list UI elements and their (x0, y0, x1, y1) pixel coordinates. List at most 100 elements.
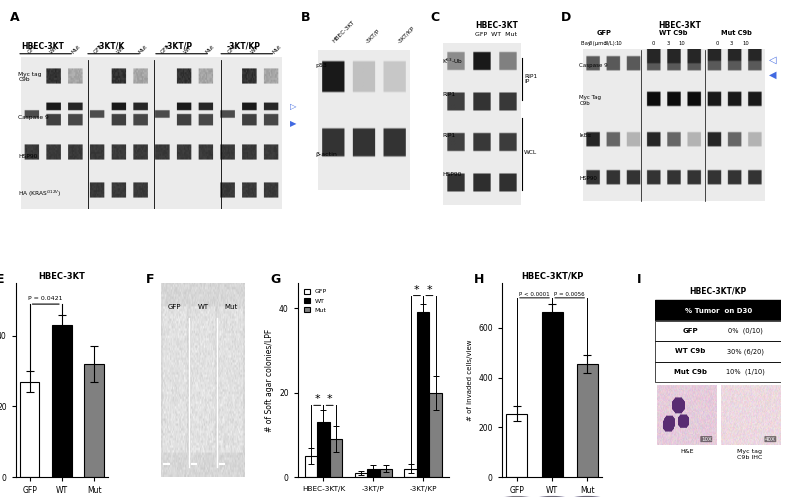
Text: D: D (561, 11, 571, 24)
Text: Caspase 9: Caspase 9 (579, 63, 608, 68)
Text: *: * (314, 394, 320, 404)
Text: 3: 3 (730, 41, 733, 46)
Text: GFP  WT  Mut: GFP WT Mut (475, 32, 518, 37)
Text: *: * (327, 394, 332, 404)
Text: WT: WT (249, 45, 260, 55)
Text: K$^{63}$-Ub: K$^{63}$-Ub (442, 57, 463, 66)
Text: ▶: ▶ (290, 119, 297, 128)
Text: HSP90: HSP90 (18, 154, 38, 159)
Text: HSP90: HSP90 (442, 171, 462, 176)
Text: WT C9b: WT C9b (659, 30, 687, 36)
Bar (305, 456, 317, 477)
Text: GFP: GFP (93, 44, 104, 55)
Text: Bay (μmol/L):: Bay (μmol/L): (581, 41, 617, 46)
Text: -3KT/KP: -3KT/KP (397, 25, 416, 44)
Bar (656, 362, 781, 382)
Text: HSP90: HSP90 (579, 175, 597, 180)
Text: H: H (473, 273, 484, 286)
Text: IκBα: IκBα (579, 133, 592, 138)
Text: F: F (146, 273, 155, 286)
Bar (330, 439, 342, 477)
Bar (656, 321, 781, 341)
Text: β-actin: β-actin (316, 152, 337, 157)
Text: -3KT/KP: -3KT/KP (227, 42, 261, 51)
Text: WT: WT (116, 45, 126, 55)
Bar (429, 393, 442, 477)
Text: H&E: H&E (680, 449, 694, 454)
Bar (354, 473, 367, 477)
Text: -3KT/K: -3KT/K (97, 42, 125, 51)
Text: GFP: GFP (682, 328, 698, 334)
Text: p53: p53 (316, 63, 327, 68)
Text: -3KT/P: -3KT/P (365, 27, 381, 44)
Text: *: * (427, 285, 432, 295)
Y-axis label: # of invaded cells/view: # of invaded cells/view (466, 339, 473, 421)
Title: HBEC-3KT: HBEC-3KT (39, 272, 85, 281)
Text: 10: 10 (679, 41, 686, 46)
Text: 0: 0 (652, 41, 656, 46)
Bar (317, 422, 330, 477)
Text: WT: WT (197, 304, 208, 310)
Text: G: G (271, 273, 281, 286)
Text: P < 0.0001: P < 0.0001 (519, 292, 550, 297)
Bar (20, 382, 39, 477)
Title: HBEC-3KT/KP: HBEC-3KT/KP (521, 272, 583, 281)
Text: P = 0.0056: P = 0.0056 (555, 292, 585, 297)
Text: Mut: Mut (271, 44, 282, 55)
Text: RIP1: RIP1 (442, 133, 455, 138)
Bar (656, 321, 781, 341)
Text: % Tumor  on D30: % Tumor on D30 (685, 308, 752, 314)
Text: ◀: ◀ (768, 70, 776, 80)
Text: Myc tag
C9b IHC: Myc tag C9b IHC (737, 449, 762, 460)
Text: GFP: GFP (27, 44, 38, 55)
Text: 10: 10 (742, 41, 749, 46)
Bar (541, 312, 563, 477)
Bar (656, 341, 781, 362)
Text: GFP: GFP (596, 30, 611, 36)
Text: Mut: Mut (138, 44, 148, 55)
Text: GFP: GFP (226, 44, 237, 55)
Text: Caspase 9: Caspase 9 (18, 115, 49, 120)
Bar (380, 469, 392, 477)
Bar (405, 469, 417, 477)
Text: B: B (301, 11, 311, 24)
Text: Mut: Mut (225, 304, 238, 310)
Text: 30% (6/20): 30% (6/20) (727, 348, 765, 355)
Text: WCL: WCL (524, 150, 537, 155)
Legend: GFP, WT, Mut: GFP, WT, Mut (301, 286, 329, 315)
Text: C: C (430, 11, 439, 24)
Bar (656, 362, 781, 382)
Bar (417, 313, 429, 477)
Text: GFP: GFP (160, 44, 171, 55)
Text: 3: 3 (667, 41, 670, 46)
Y-axis label: # of Soft agar colonies/LPF: # of Soft agar colonies/LPF (264, 329, 274, 431)
Bar (84, 364, 104, 477)
Text: P = 0.0421: P = 0.0421 (28, 296, 63, 301)
Text: RIP1
IP: RIP1 IP (524, 74, 537, 84)
Bar (577, 364, 598, 477)
Text: HBEC-3KT: HBEC-3KT (475, 21, 518, 30)
Text: 0%  (0/10): 0% (0/10) (728, 328, 764, 334)
Text: WT: WT (183, 45, 193, 55)
Text: Mut C9b: Mut C9b (674, 369, 707, 375)
Text: -3KT/P: -3KT/P (165, 42, 193, 51)
Text: 10%  (1/10): 10% (1/10) (727, 368, 765, 375)
Text: HBEC-3KT: HBEC-3KT (658, 21, 701, 30)
Text: Mut C9b: Mut C9b (721, 30, 752, 36)
Text: 0: 0 (589, 41, 593, 46)
Text: RIP1: RIP1 (442, 92, 455, 97)
Text: ▷: ▷ (290, 102, 297, 111)
Text: Mut: Mut (71, 44, 82, 55)
Text: GFP: GFP (168, 304, 181, 310)
Bar (656, 300, 781, 321)
Text: Myc Tag
C9b: Myc Tag C9b (579, 95, 601, 106)
Text: WT C9b: WT C9b (675, 348, 706, 354)
Bar (52, 325, 72, 477)
Text: *: * (414, 285, 420, 295)
Text: 10: 10 (615, 41, 623, 46)
Text: HA (KRAS$^{G12V}$): HA (KRAS$^{G12V}$) (18, 188, 62, 199)
Text: HBEC-3KT/KP: HBEC-3KT/KP (690, 287, 747, 296)
Text: Mut: Mut (204, 44, 215, 55)
Text: E: E (0, 273, 4, 286)
Text: A: A (10, 11, 20, 24)
